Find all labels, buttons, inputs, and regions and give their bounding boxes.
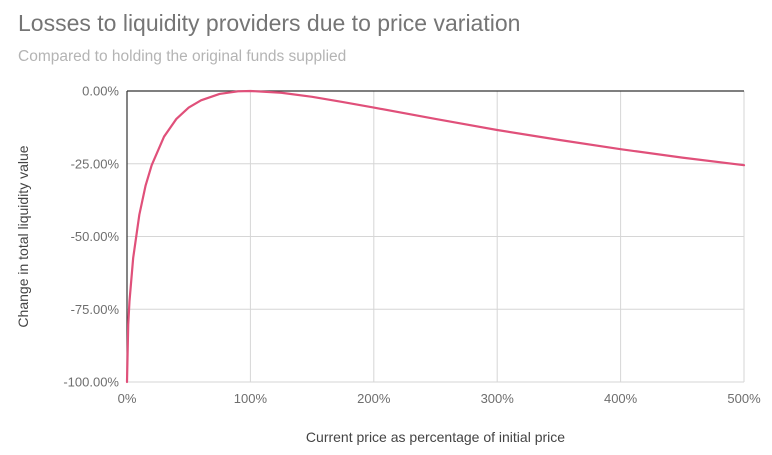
grid: [127, 91, 745, 383]
x-tick-label: 400%: [604, 391, 638, 406]
chart-subtitle: Compared to holding the original funds s…: [18, 48, 347, 65]
series: [125, 89, 746, 384]
chart-title: Losses to liquidity providers due to pri…: [18, 10, 521, 36]
x-tick-label: 0%: [118, 391, 137, 406]
y-tick-label: -100.00%: [63, 375, 119, 390]
x-tick-label: 300%: [481, 391, 515, 406]
y-tick-label: 0.00%: [82, 84, 119, 99]
x-tick-label: 500%: [727, 391, 761, 406]
tick-labels: 0.00% -25.00% -50.00% -75.00% -100.00%0% 100%…: [63, 84, 761, 407]
y-tick-label: -75.00%: [71, 302, 120, 317]
y-axis-title: Change in total liquidity value: [15, 145, 31, 327]
series-line: [125, 89, 746, 384]
x-axis-title: Current price as percentage of initial p…: [306, 429, 565, 445]
x-tick-label: 100%: [234, 391, 268, 406]
y-tick-label: -50.00%: [71, 229, 120, 244]
x-tick-label: 200%: [357, 391, 391, 406]
y-tick-label: -25.00%: [71, 156, 120, 171]
